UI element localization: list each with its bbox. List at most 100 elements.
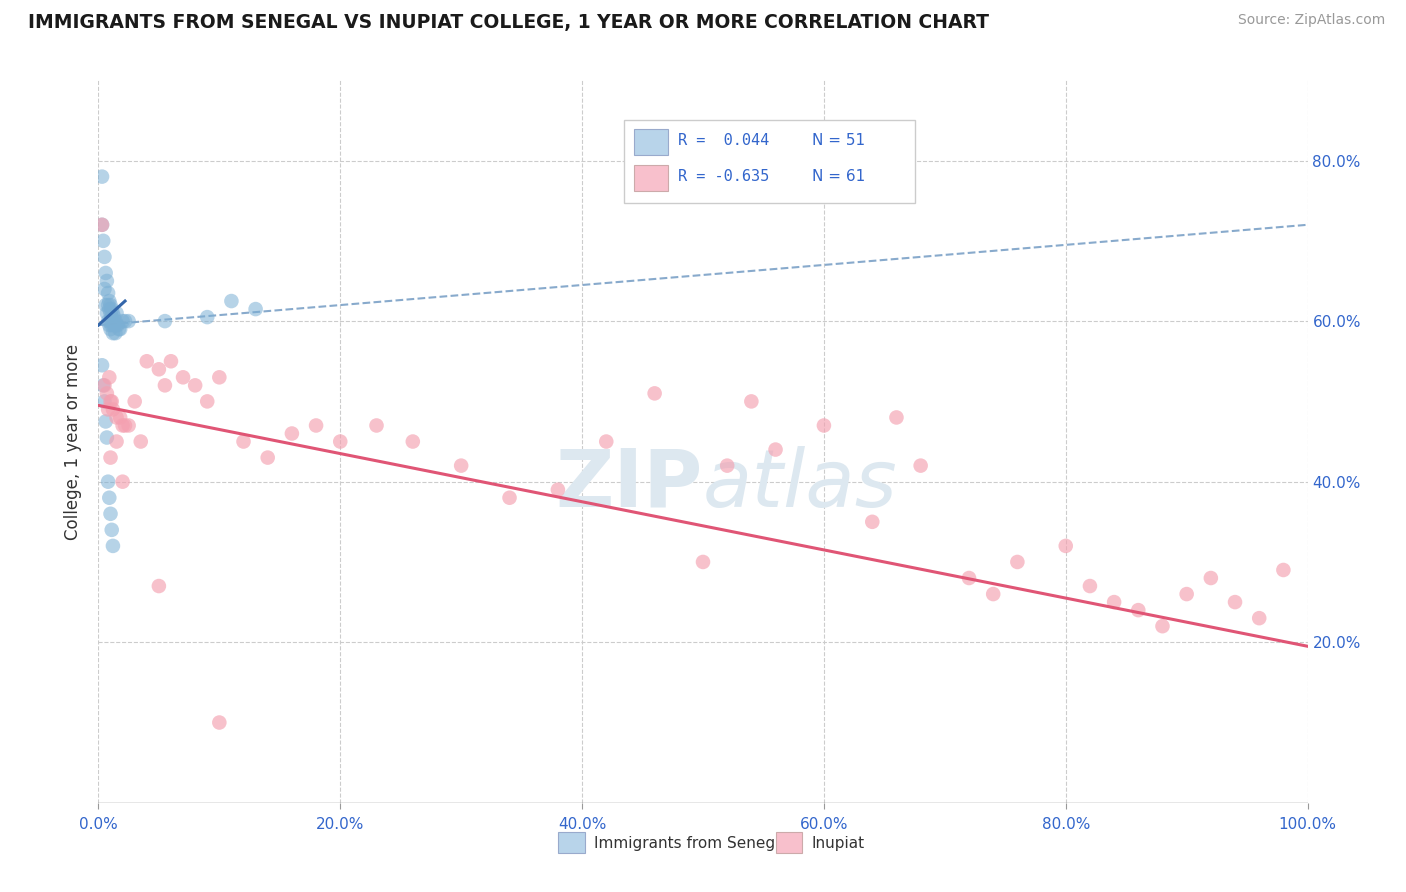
Bar xyxy=(634,165,668,191)
Point xyxy=(692,555,714,569)
Point xyxy=(221,293,243,308)
Point xyxy=(111,475,134,489)
Point xyxy=(96,306,118,320)
Point xyxy=(101,306,124,320)
Point xyxy=(886,410,908,425)
Point xyxy=(100,318,122,332)
Point xyxy=(100,394,122,409)
Point xyxy=(91,378,114,392)
Point xyxy=(148,362,170,376)
Point xyxy=(1152,619,1174,633)
Point xyxy=(1175,587,1198,601)
Point xyxy=(96,386,118,401)
Text: R = -0.635: R = -0.635 xyxy=(678,169,769,184)
Point xyxy=(366,418,388,433)
Point xyxy=(103,318,125,332)
Y-axis label: College, 1 year or more: College, 1 year or more xyxy=(65,343,83,540)
Point xyxy=(100,523,122,537)
Point xyxy=(232,434,254,449)
Point xyxy=(107,318,129,332)
Point xyxy=(111,314,134,328)
Point xyxy=(105,318,128,332)
Point xyxy=(740,394,762,409)
Point xyxy=(1054,539,1077,553)
Point xyxy=(100,314,122,328)
Point xyxy=(91,358,114,372)
Point xyxy=(93,282,115,296)
Point xyxy=(97,285,120,300)
Text: N = 51: N = 51 xyxy=(811,133,865,148)
Bar xyxy=(776,831,803,854)
Point xyxy=(105,434,128,449)
Point xyxy=(94,266,117,280)
Point xyxy=(498,491,520,505)
Point xyxy=(91,218,114,232)
Point xyxy=(195,394,218,409)
Point xyxy=(184,378,207,392)
Point xyxy=(108,322,131,336)
Point xyxy=(91,218,114,232)
Point xyxy=(208,715,231,730)
Point xyxy=(94,298,117,312)
Point xyxy=(208,370,231,384)
Text: ZIP: ZIP xyxy=(555,446,703,524)
Point xyxy=(97,402,120,417)
Point xyxy=(1102,595,1125,609)
Point xyxy=(1007,555,1029,569)
Point xyxy=(98,318,121,332)
Text: Source: ZipAtlas.com: Source: ZipAtlas.com xyxy=(1237,13,1385,28)
Point xyxy=(450,458,472,473)
Point xyxy=(94,414,117,428)
Point xyxy=(595,434,617,449)
Point xyxy=(281,426,304,441)
Point xyxy=(981,587,1004,601)
Point xyxy=(98,491,121,505)
Point xyxy=(1272,563,1295,577)
Point xyxy=(135,354,157,368)
Point xyxy=(100,394,122,409)
Point xyxy=(1128,603,1150,617)
Point xyxy=(101,314,124,328)
Point xyxy=(153,314,176,328)
Point xyxy=(124,394,146,409)
Point xyxy=(101,326,124,340)
Point xyxy=(765,442,787,457)
Point xyxy=(114,314,136,328)
Point xyxy=(245,301,267,317)
Bar xyxy=(558,831,585,854)
Point xyxy=(1249,611,1271,625)
Text: R =  0.044: R = 0.044 xyxy=(678,133,769,148)
Text: atlas: atlas xyxy=(703,446,898,524)
Point xyxy=(860,515,883,529)
Point xyxy=(1223,595,1246,609)
Point xyxy=(93,250,115,264)
Point xyxy=(118,418,141,433)
Point xyxy=(329,434,352,449)
Point xyxy=(114,418,136,433)
Point xyxy=(118,314,141,328)
Point xyxy=(96,430,118,444)
Point xyxy=(93,378,115,392)
Point xyxy=(104,326,127,340)
Point xyxy=(547,483,569,497)
Point xyxy=(105,306,128,320)
Point xyxy=(100,306,122,320)
Point xyxy=(195,310,218,325)
Point xyxy=(644,386,666,401)
FancyBboxPatch shape xyxy=(624,120,915,203)
Point xyxy=(101,539,124,553)
Point xyxy=(172,370,194,384)
Text: IMMIGRANTS FROM SENEGAL VS INUPIAT COLLEGE, 1 YEAR OR MORE CORRELATION CHART: IMMIGRANTS FROM SENEGAL VS INUPIAT COLLE… xyxy=(28,13,988,32)
Point xyxy=(98,293,121,308)
Point xyxy=(153,378,176,392)
Point xyxy=(111,418,134,433)
Point xyxy=(813,418,835,433)
Point xyxy=(98,370,121,384)
Point xyxy=(148,579,170,593)
Point xyxy=(910,458,932,473)
Point xyxy=(91,234,114,248)
Point xyxy=(305,418,328,433)
Point xyxy=(101,402,124,417)
Point xyxy=(100,507,122,521)
Point xyxy=(96,274,118,288)
